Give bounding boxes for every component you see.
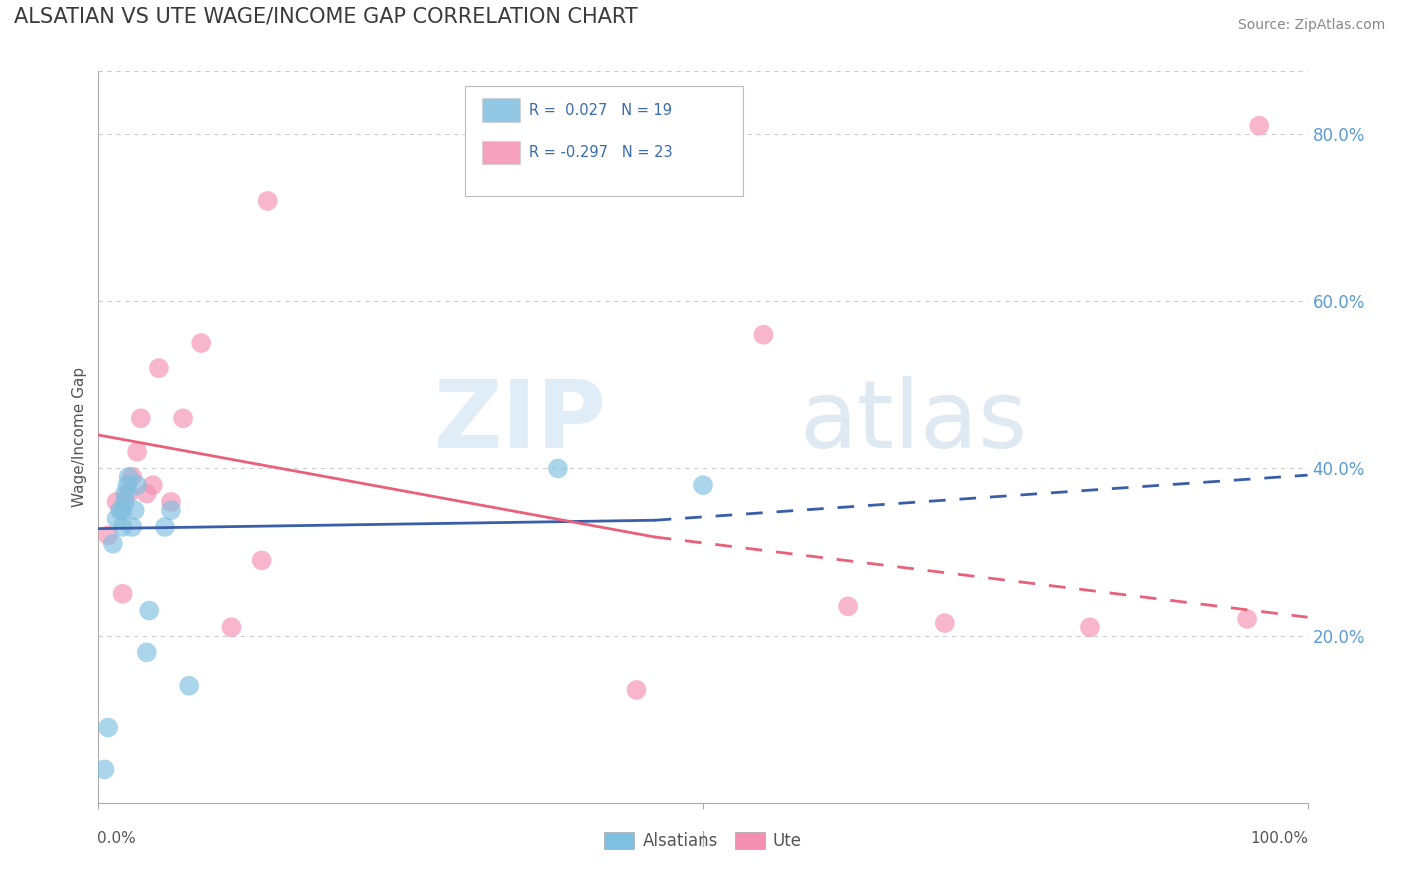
Point bbox=[934, 616, 956, 631]
Text: R = -0.297   N = 23: R = -0.297 N = 23 bbox=[529, 145, 672, 160]
Point bbox=[97, 721, 120, 735]
Point bbox=[111, 503, 134, 517]
Point bbox=[129, 411, 152, 425]
Point bbox=[101, 536, 124, 550]
Point bbox=[160, 495, 183, 509]
Point bbox=[118, 486, 141, 500]
Text: 100.0%: 100.0% bbox=[1251, 831, 1309, 846]
Point bbox=[547, 461, 569, 475]
FancyBboxPatch shape bbox=[465, 86, 742, 195]
Point bbox=[172, 411, 194, 425]
Point bbox=[1078, 620, 1101, 634]
Point bbox=[114, 495, 136, 509]
Point bbox=[111, 587, 134, 601]
Point bbox=[127, 444, 149, 458]
Legend: Alsatians, Ute: Alsatians, Ute bbox=[598, 825, 808, 856]
Point bbox=[124, 503, 146, 517]
Text: |: | bbox=[700, 831, 706, 847]
FancyBboxPatch shape bbox=[482, 98, 520, 122]
Y-axis label: Wage/Income Gap: Wage/Income Gap bbox=[72, 367, 87, 508]
Point bbox=[135, 645, 157, 659]
Point bbox=[135, 486, 157, 500]
Point bbox=[179, 679, 201, 693]
Text: Source: ZipAtlas.com: Source: ZipAtlas.com bbox=[1237, 18, 1385, 31]
Point bbox=[117, 478, 139, 492]
Point bbox=[108, 503, 131, 517]
Point bbox=[1236, 612, 1258, 626]
Point bbox=[127, 478, 149, 492]
Point bbox=[105, 495, 128, 509]
Point bbox=[1249, 119, 1271, 133]
Point bbox=[837, 599, 859, 614]
Point bbox=[111, 520, 134, 534]
Point bbox=[221, 620, 243, 634]
Text: atlas: atlas bbox=[800, 376, 1028, 468]
Text: ALSATIAN VS UTE WAGE/INCOME GAP CORRELATION CHART: ALSATIAN VS UTE WAGE/INCOME GAP CORRELAT… bbox=[14, 6, 638, 26]
Point bbox=[153, 520, 176, 534]
Point bbox=[93, 763, 115, 777]
Text: 0.0%: 0.0% bbox=[97, 831, 136, 846]
Point bbox=[97, 528, 120, 542]
Point bbox=[148, 361, 170, 376]
Point bbox=[160, 503, 183, 517]
Point bbox=[118, 470, 141, 484]
Point bbox=[752, 327, 775, 342]
Point bbox=[121, 470, 143, 484]
Point bbox=[121, 520, 143, 534]
Point bbox=[256, 194, 278, 208]
Point bbox=[250, 553, 273, 567]
FancyBboxPatch shape bbox=[482, 141, 520, 164]
Point bbox=[105, 511, 128, 525]
Point bbox=[138, 603, 160, 617]
Point bbox=[692, 478, 714, 492]
Point bbox=[626, 682, 648, 697]
Point bbox=[142, 478, 165, 492]
Point bbox=[190, 336, 212, 351]
Point bbox=[114, 486, 136, 500]
Text: ZIP: ZIP bbox=[433, 376, 606, 468]
Text: R =  0.027   N = 19: R = 0.027 N = 19 bbox=[529, 103, 672, 118]
